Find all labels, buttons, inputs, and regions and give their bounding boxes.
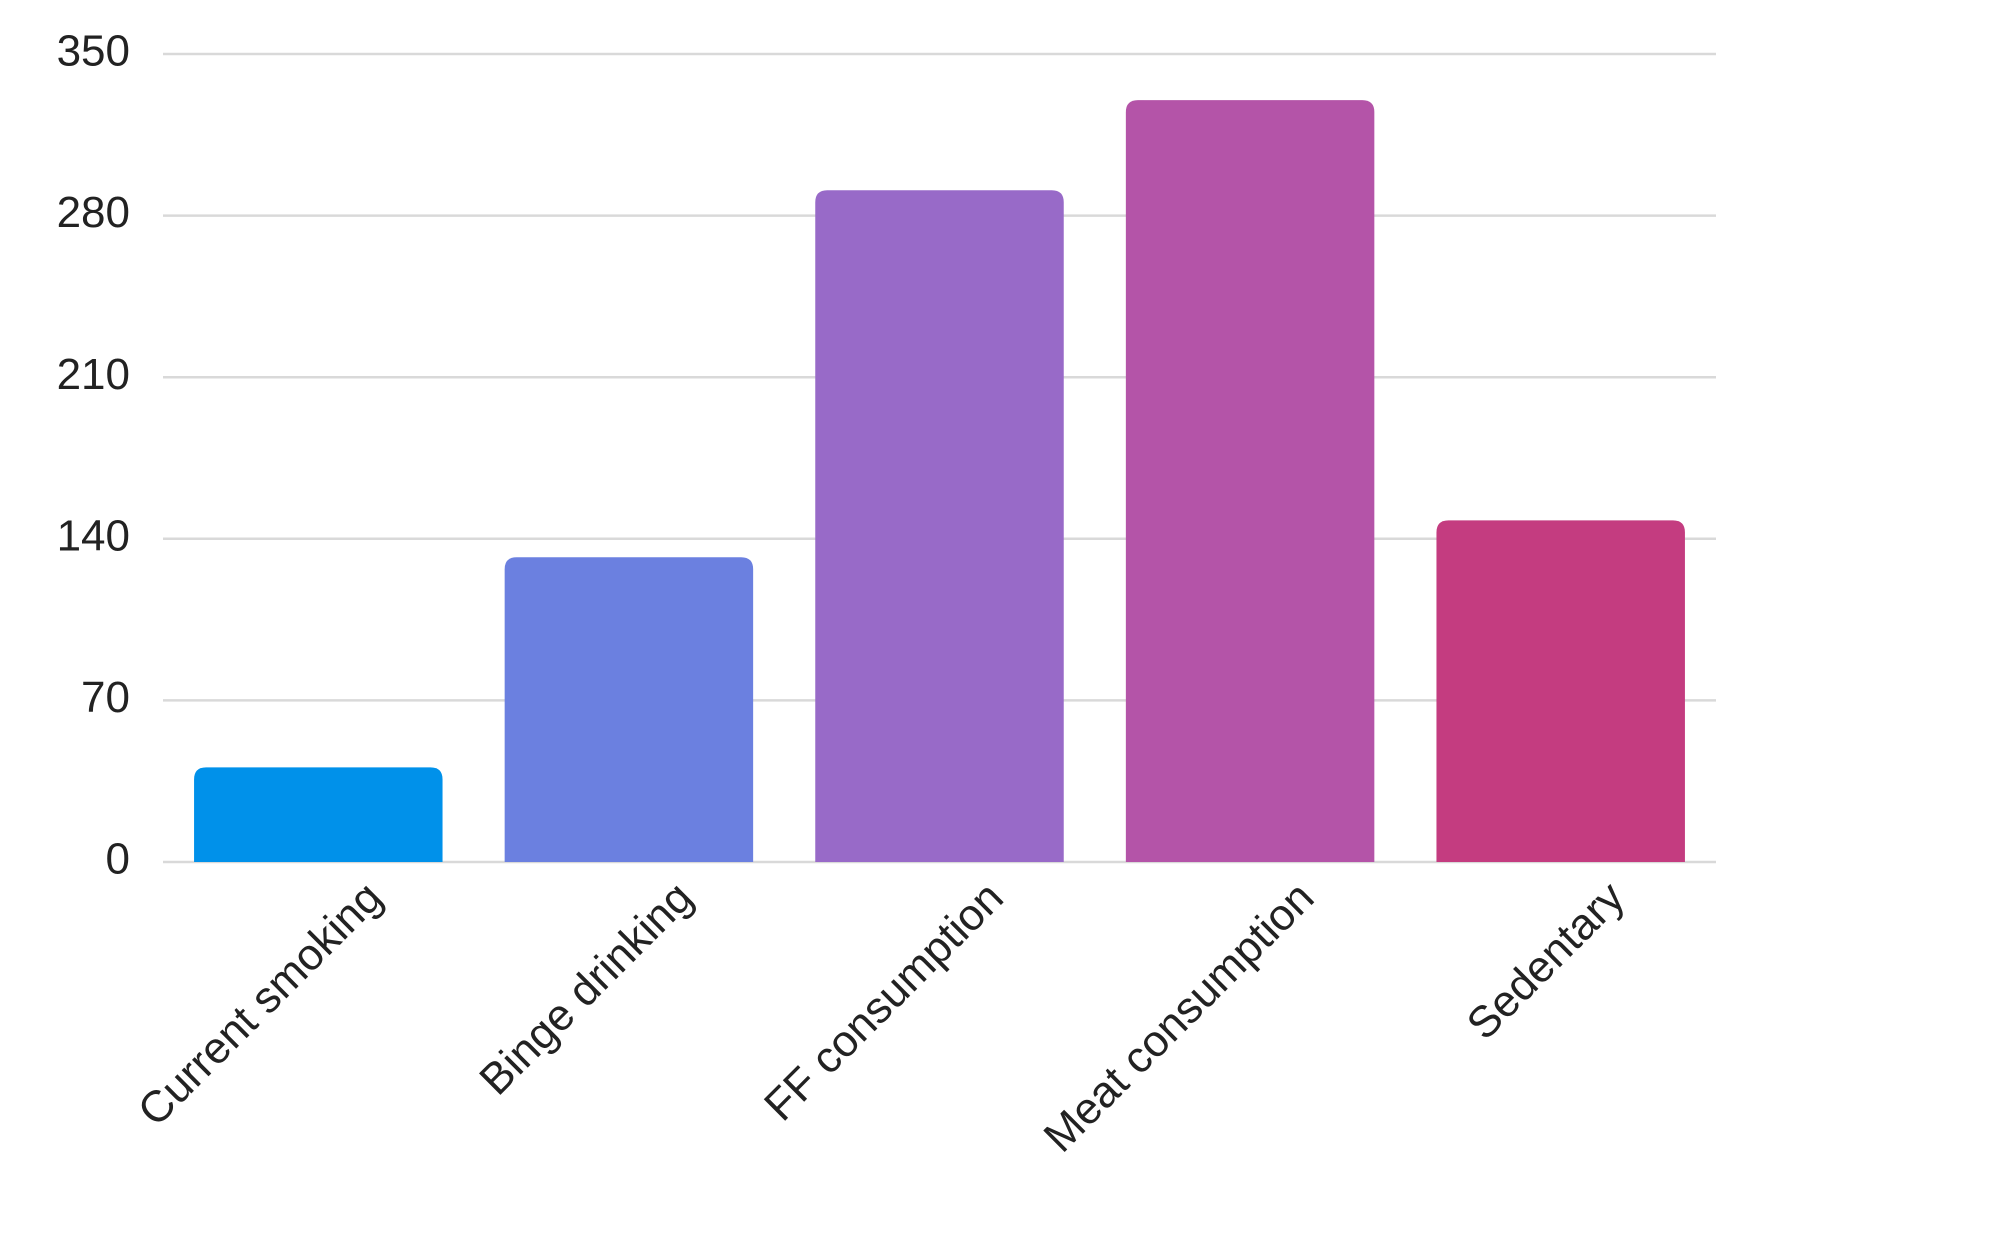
x-tick-label: Sedentary	[1458, 873, 1634, 1049]
bar	[504, 557, 754, 862]
bar	[1436, 520, 1685, 862]
x-tick-label: Binge drinking	[470, 873, 702, 1105]
y-tick-label: 350	[57, 27, 130, 76]
bar	[194, 767, 443, 862]
x-tick-label: FF consumption	[755, 873, 1013, 1131]
y-tick-label: 0	[106, 835, 130, 884]
x-tick-label: Current smoking	[129, 873, 392, 1136]
bar	[815, 190, 1064, 863]
y-tick-label: 70	[81, 673, 130, 722]
y-tick-label: 140	[57, 511, 130, 560]
y-tick-label: 280	[57, 188, 130, 237]
x-tick-label: Meat consumption	[1035, 873, 1324, 1162]
bar	[1125, 100, 1375, 862]
y-tick-label: 210	[57, 350, 130, 399]
